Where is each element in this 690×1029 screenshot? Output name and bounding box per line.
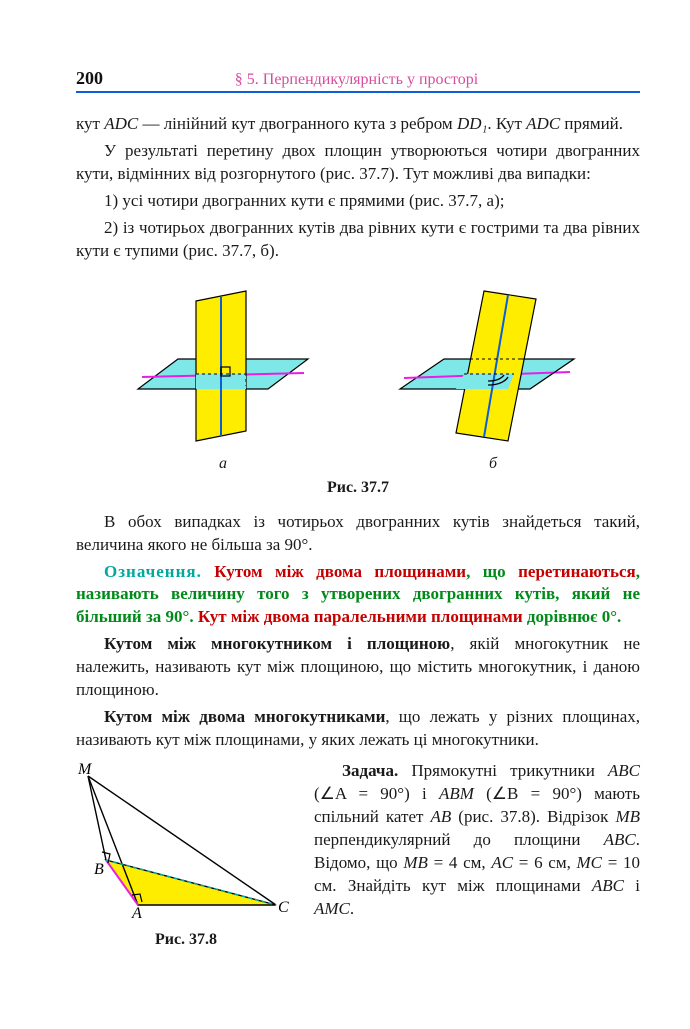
page: 200 § 5. Перпендикулярність у просторі к…	[0, 0, 690, 1029]
page-header: 200 § 5. Перпендикулярність у просторі	[76, 68, 640, 93]
paragraph-3: 1) усі чотири двогранних кути є прямими …	[76, 190, 640, 213]
figure-378-svg: M B A C	[76, 760, 296, 920]
figure-378-label-M: M	[77, 761, 93, 778]
task-text: Задача. Прямокутні трикутники ABC (∠A = …	[314, 760, 640, 921]
paragraph-4: 2) із чотирьох двогранних кутів два рівн…	[76, 217, 640, 263]
figure-378-label-B: B	[94, 861, 104, 878]
figure-377-sublabel-b: б	[388, 455, 598, 473]
figure-378-caption: Рис. 37.8	[76, 931, 296, 949]
figure-377-svg-a	[118, 281, 328, 451]
page-number: 200	[76, 68, 103, 89]
figure-378: M B A C Рис. 37.8	[76, 760, 296, 949]
figure-377-panel-b: б	[388, 281, 598, 473]
bottom-block: M B A C Рис. 37.8 Задача. Прямокутні три…	[76, 760, 640, 949]
definition: Означення. Кутом між двома площинами, що…	[76, 561, 640, 630]
paragraph-1: кут ADC — лінійний кут двогранного кута …	[76, 113, 640, 136]
paragraph-7: Кутом між двома многокутниками, що лежат…	[76, 706, 640, 752]
paragraph-2: У результаті перетину двох площин утворю…	[76, 140, 640, 186]
figure-377-caption: Рис. 37.7	[76, 479, 640, 497]
figure-377-row: а	[76, 281, 640, 473]
figure-377-sublabel-a: а	[118, 455, 328, 473]
figure-377-svg-b	[388, 281, 598, 451]
figure-378-label-C: C	[278, 899, 289, 916]
definition-label: Означення.	[104, 562, 202, 581]
paragraph-5: В обох випадках із чотирьох двогранних к…	[76, 511, 640, 557]
paragraph-6: Кутом між многокутником і площиною, якій…	[76, 633, 640, 702]
section-title: § 5. Перпендикулярність у просторі	[103, 71, 610, 89]
figure-377-panel-a: а	[118, 281, 328, 473]
figure-378-label-A: A	[131, 905, 142, 920]
